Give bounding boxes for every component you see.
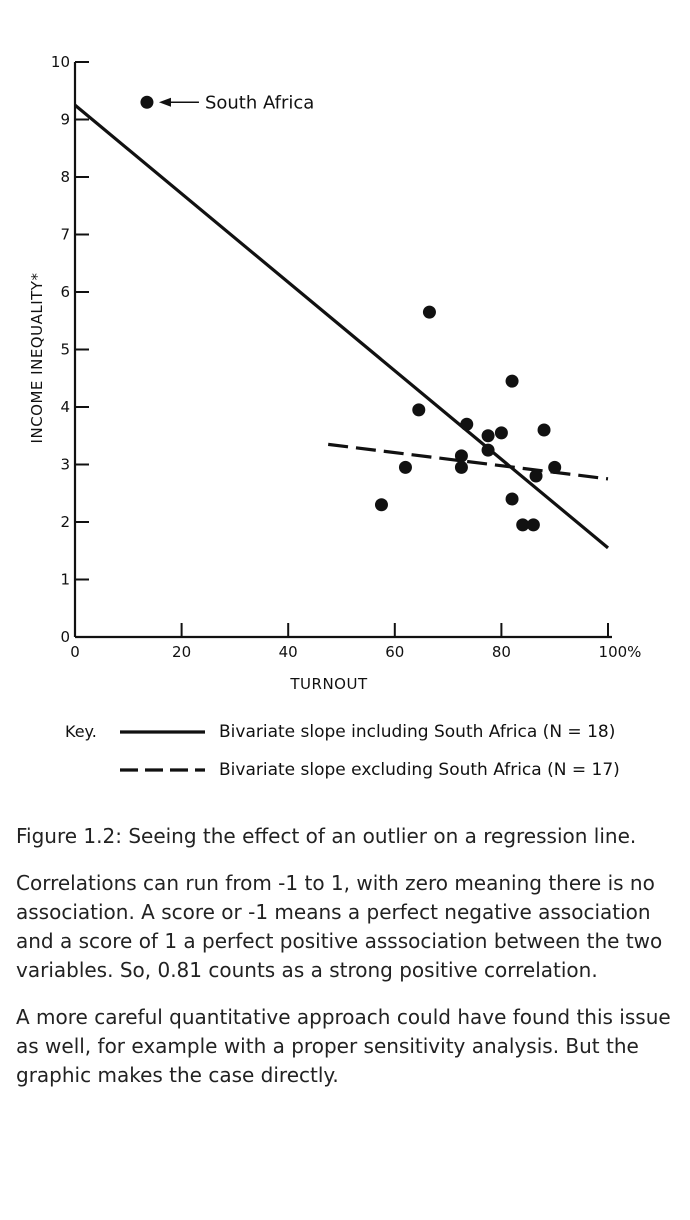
legend-title: Key.: [65, 722, 97, 741]
y-axis-title: INCOME INEQUALITY*: [28, 273, 46, 444]
y-tick-label: 2: [60, 513, 70, 531]
data-point: [375, 498, 388, 511]
annotation-label: South Africa: [205, 92, 314, 113]
x-tick-label: 40: [279, 643, 298, 661]
scatter-plot: 0 1 2 3 4 5 6 7 8 9 10 0 20 40 60 80 100% TURNOUT INCOM…: [0, 0, 690, 800]
data-point: [455, 461, 468, 474]
data-point: [412, 403, 425, 416]
data-point: [506, 493, 519, 506]
y-tick-label: 10: [51, 53, 70, 71]
data-point: [455, 449, 468, 462]
scatter-figure: 0 1 2 3 4 5 6 7 8 9 10 0 20 40 60 80 100% TURNOUT INCOM…: [0, 0, 690, 800]
article-text: Figure 1.2: Seeing the effect of an outl…: [16, 822, 676, 1108]
data-point: [399, 461, 412, 474]
y-tick-label: 3: [60, 456, 70, 474]
y-ticks: 0 1 2 3 4 5 6 7 8 9 10: [51, 53, 89, 646]
x-tick-label: 80: [492, 643, 511, 661]
data-point: [538, 424, 551, 437]
legend-solid-label: Bivariate slope including South Africa (…: [219, 722, 615, 742]
x-tick-label: 60: [385, 643, 404, 661]
data-point: [506, 375, 519, 388]
annotations: South Africa: [159, 92, 314, 113]
data-point: [495, 426, 508, 439]
x-ticks: 0 20 40 60 80 100%: [70, 623, 641, 661]
y-tick-label: 9: [60, 111, 70, 129]
x-tick-label: 0: [70, 643, 80, 661]
data-point: [527, 518, 540, 531]
legend: Key. Bivariate slope including South Afr…: [65, 722, 620, 780]
y-tick-label: 0: [60, 628, 70, 646]
y-tick-label: 6: [60, 283, 70, 301]
data-point: [482, 444, 495, 457]
y-tick-label: 4: [60, 398, 70, 416]
data-point: [423, 306, 436, 319]
y-tick-label: 7: [60, 226, 70, 244]
regression-line-excluding: [328, 444, 608, 479]
y-tick-label: 1: [60, 571, 70, 589]
annotation-arrowhead: [159, 98, 171, 107]
data-point: [530, 470, 543, 483]
regression-lines: [75, 105, 608, 548]
data-point: [140, 96, 153, 109]
x-tick-label: 100%: [599, 643, 642, 661]
x-tick-label: 20: [172, 643, 191, 661]
data-point: [482, 429, 495, 442]
paragraph-sensitivity: A more careful quantitative approach cou…: [16, 1003, 676, 1090]
x-axis-title: TURNOUT: [289, 675, 368, 693]
regression-line-including: [75, 105, 608, 548]
y-tick-label: 8: [60, 168, 70, 186]
legend-dashed-label: Bivariate slope excluding South Africa (…: [219, 760, 620, 780]
data-point: [548, 461, 561, 474]
y-tick-label: 5: [60, 341, 70, 359]
data-point: [460, 418, 473, 431]
figure-caption: Figure 1.2: Seeing the effect of an outl…: [16, 822, 676, 851]
paragraph-correlation: Correlations can run from -1 to 1, with …: [16, 869, 676, 985]
